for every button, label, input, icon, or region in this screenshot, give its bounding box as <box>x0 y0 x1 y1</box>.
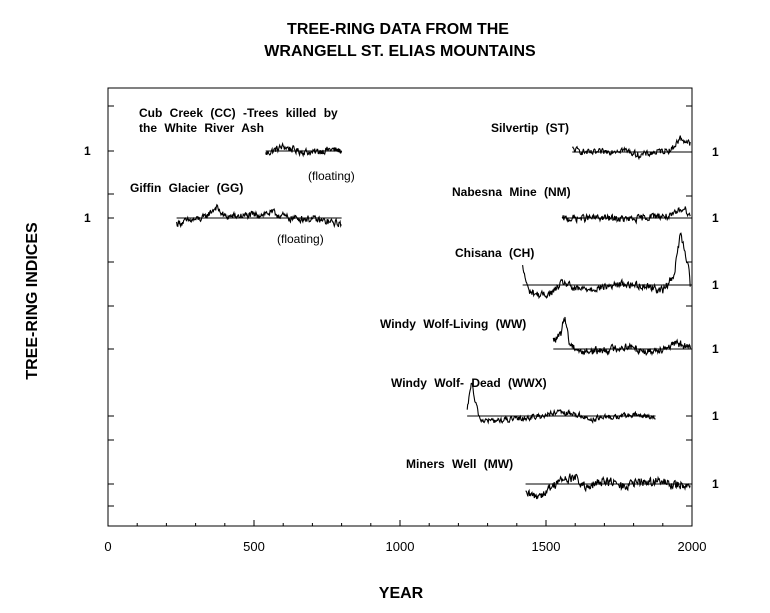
series-label: Windy Wolf-Living (WW) <box>380 317 526 331</box>
series-label: Giffin Glacier (GG) <box>130 181 243 195</box>
index-one-label: 1 <box>712 477 719 491</box>
series-label: Cub Creek (CC) -Trees killed by <box>139 106 338 120</box>
series-st: Silvertip (ST) 1 <box>491 121 719 161</box>
series-line <box>522 232 691 300</box>
x-tick-label: 500 <box>243 539 265 554</box>
chart-title-line-2: WRANGELL ST. ELIAS MOUNTAINS <box>264 43 536 60</box>
chart-title-line-1: TREE-RING DATA FROM THE <box>287 21 509 38</box>
series-label: Chisana (CH) <box>455 246 534 260</box>
floating-note: (floating) <box>277 232 324 246</box>
series-label: Nabesna Mine (NM) <box>452 185 571 199</box>
index-one-label: 1 <box>712 145 719 159</box>
x-tick-label: 0 <box>104 539 111 554</box>
series-label: Windy Wolf- Dead (WWX) <box>391 376 547 390</box>
series-line <box>176 203 342 229</box>
series-line <box>525 473 691 500</box>
series-label: Miners Well (MW) <box>406 457 513 471</box>
series-line <box>571 135 691 161</box>
index-one-label: 1 <box>84 144 91 158</box>
series-nm: Nabesna Mine (NM) 1 <box>452 185 719 225</box>
index-one-label: 1 <box>712 342 719 356</box>
index-one-label: 1 <box>712 211 719 225</box>
series-label: Silvertip (ST) <box>491 121 569 135</box>
index-one-label: 1 <box>84 211 91 225</box>
x-axis-title: YEAR <box>379 585 424 602</box>
axis-ticks: 0 500 1000 1500 2000 <box>104 105 707 554</box>
series-ch: Chisana (CH) 1 <box>455 232 719 300</box>
plot-frame <box>107 87 693 527</box>
y-axis-title: TREE-RING INDICES <box>24 222 41 380</box>
index-one-label: 1 <box>712 409 719 423</box>
series-line <box>552 316 692 357</box>
series-label: the White River Ash <box>139 121 264 135</box>
series-ww: Windy Wolf-Living (WW) 1 <box>380 316 719 357</box>
x-tick-label: 1500 <box>532 539 561 554</box>
series-wwx: Windy Wolf- Dead (WWX) 1 <box>391 376 719 425</box>
x-tick-label: 2000 <box>678 539 707 554</box>
series-mw: Miners Well (MW) 1 <box>406 457 719 500</box>
series-gg: Giffin Glacier (GG) (floating) 1 <box>84 181 342 246</box>
series-line <box>466 382 656 425</box>
series-line <box>561 206 691 225</box>
series-line <box>265 141 343 158</box>
x-tick-label: 1000 <box>386 539 415 554</box>
floating-note: (floating) <box>308 169 355 183</box>
index-one-label: 1 <box>712 278 719 292</box>
